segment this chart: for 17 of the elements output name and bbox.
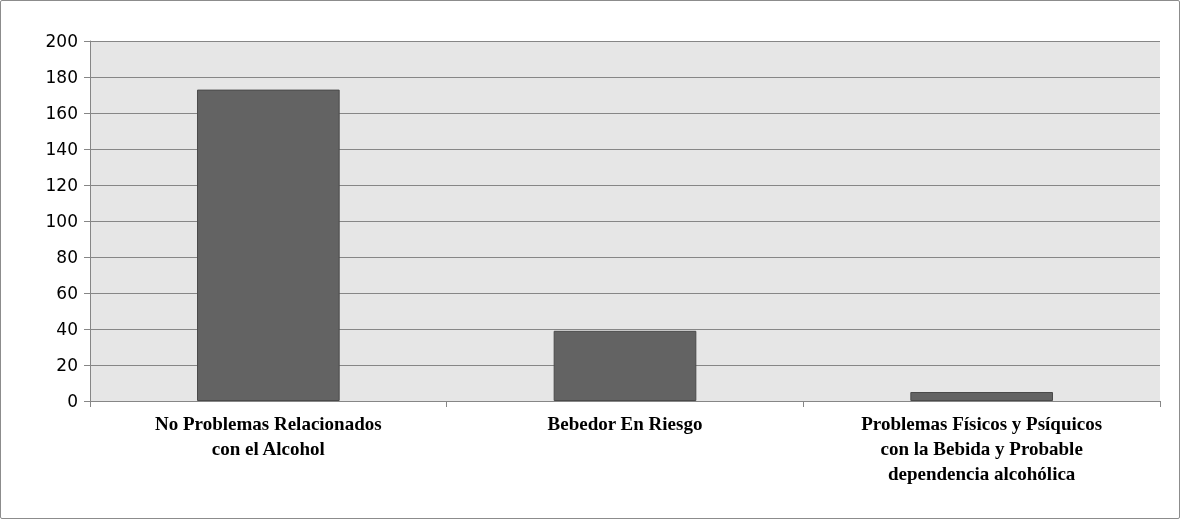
bar xyxy=(553,330,697,401)
bar xyxy=(197,89,340,401)
y-tick-label: 0 xyxy=(67,391,78,411)
y-tick-label: 160 xyxy=(45,103,78,123)
x-tick-label: Problemas Físicos y Psíquicos con la Bebida y Probable dependencia alcohólica xyxy=(861,413,1103,484)
y-tick-label: 40 xyxy=(56,319,78,339)
y-tick-label: 120 xyxy=(45,175,78,195)
y-tick-label: 60 xyxy=(56,283,78,303)
x-tick-label: Bebedor En Riesgo xyxy=(547,413,703,434)
y-tick-label: 180 xyxy=(45,67,78,87)
y-tick-label: 200 xyxy=(45,31,78,51)
y-tick-label: 140 xyxy=(45,139,78,159)
y-tick-label: 80 xyxy=(56,247,78,267)
y-tick-label: 100 xyxy=(45,211,78,231)
x-tick-label: No Problemas Relacionados con el Alcohol xyxy=(155,413,382,459)
y-tick-label: 20 xyxy=(56,355,78,375)
bar xyxy=(910,392,1053,401)
